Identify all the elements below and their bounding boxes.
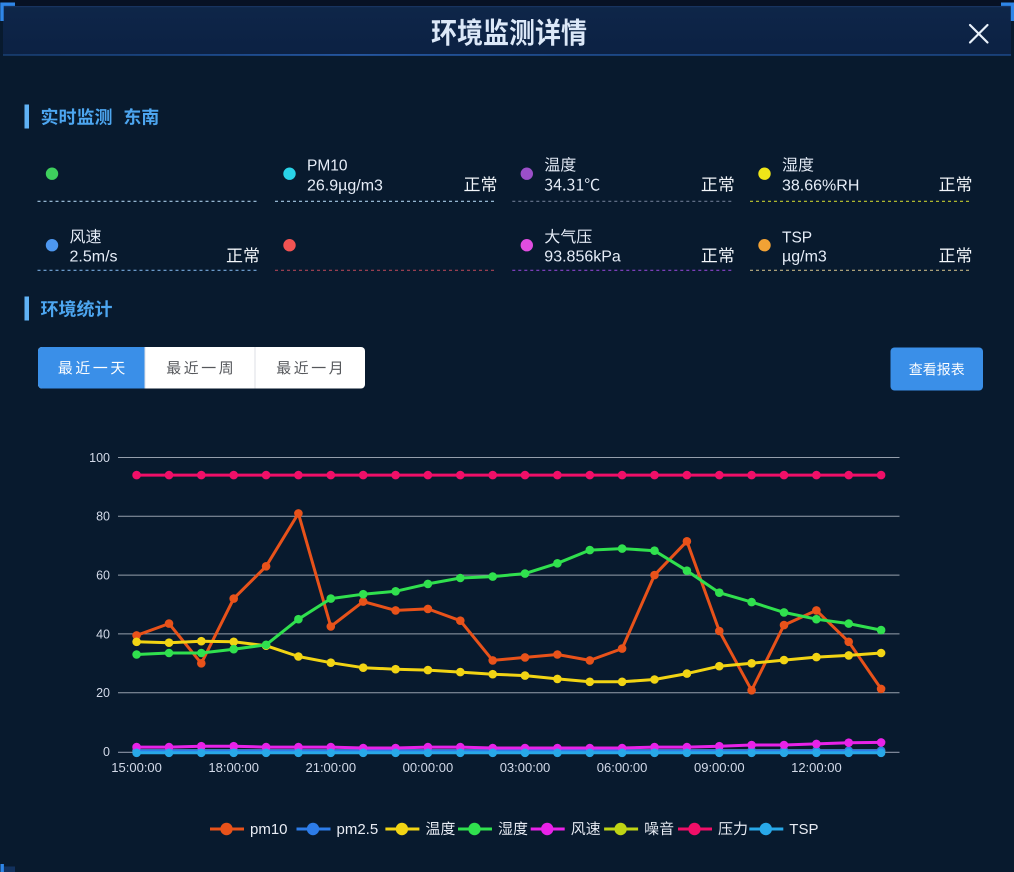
svg-text:TSP: TSP [789,821,818,838]
svg-text:18:00:00: 18:00:00 [208,760,259,775]
svg-text:TSP: TSP [782,229,812,246]
svg-text:PM10: PM10 [307,158,348,175]
svg-text:pm10: pm10 [250,821,288,838]
svg-text:09:00:00: 09:00:00 [694,760,745,775]
svg-text:26.9µg/m3: 26.9µg/m3 [307,178,383,195]
svg-text:93.856kPa: 93.856kPa [544,249,621,266]
svg-text:21:00:00: 21:00:00 [305,760,356,775]
svg-text:0: 0 [103,745,110,759]
svg-text:20: 20 [96,686,110,700]
svg-text:2.5m/s: 2.5m/s [70,249,118,266]
svg-text:06:00:00: 06:00:00 [597,760,648,775]
svg-text:03:00:00: 03:00:00 [500,760,551,775]
svg-text:12:00:00: 12:00:00 [791,760,842,775]
svg-text:00:00:00: 00:00:00 [403,760,454,775]
svg-text:80: 80 [96,510,110,524]
svg-text:60: 60 [96,569,110,583]
svg-text:µg/m3: µg/m3 [782,249,827,266]
svg-text:38.66%RH: 38.66%RH [782,178,859,195]
svg-text:15:00:00: 15:00:00 [111,760,162,775]
svg-text:pm2.5: pm2.5 [337,821,379,838]
svg-text:100: 100 [89,451,110,465]
svg-text:40: 40 [96,627,110,641]
